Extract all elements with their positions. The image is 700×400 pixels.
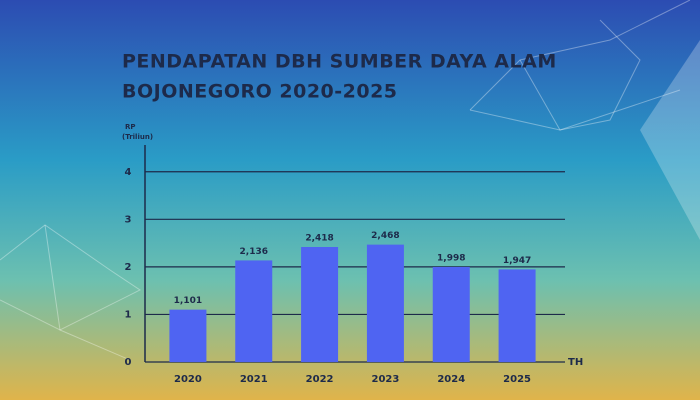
value-label: 1,101 [174,296,202,306]
y-tick-label: 0 [125,357,132,368]
x-tick-label: 2022 [306,374,334,385]
x-axis-label: TH [568,357,583,368]
bar [366,244,404,362]
x-tick-label: 2020 [174,374,202,385]
x-tick-label: 2023 [371,374,399,385]
x-tick-label: 2024 [437,374,465,385]
value-label: 1,998 [437,253,465,263]
value-label: 1,947 [503,256,531,266]
bar [301,247,339,362]
bar [235,260,273,362]
y-tick-label: 2 [125,262,132,273]
x-tick-label: 2025 [503,374,531,385]
y-tick-label: 1 [125,309,132,320]
bar [432,266,470,362]
y-tick-label: 3 [125,214,132,225]
bar [498,269,536,362]
decoration [0,0,690,360]
chart-title: BOJONEGORO 2020-2025 [122,81,398,103]
y-axis-label: RP [125,123,136,131]
value-label: 2,468 [371,231,399,241]
value-label: 2,418 [305,234,333,244]
y-axis-label: (Triliun) [122,133,153,141]
x-tick-label: 2021 [240,374,268,385]
decoration-shape [640,40,700,240]
bar [169,309,207,362]
value-label: 2,136 [240,247,268,257]
y-tick-label: 4 [125,167,132,178]
chart-title: PENDAPATAN DBH SUMBER DAYA ALAM [122,51,557,73]
